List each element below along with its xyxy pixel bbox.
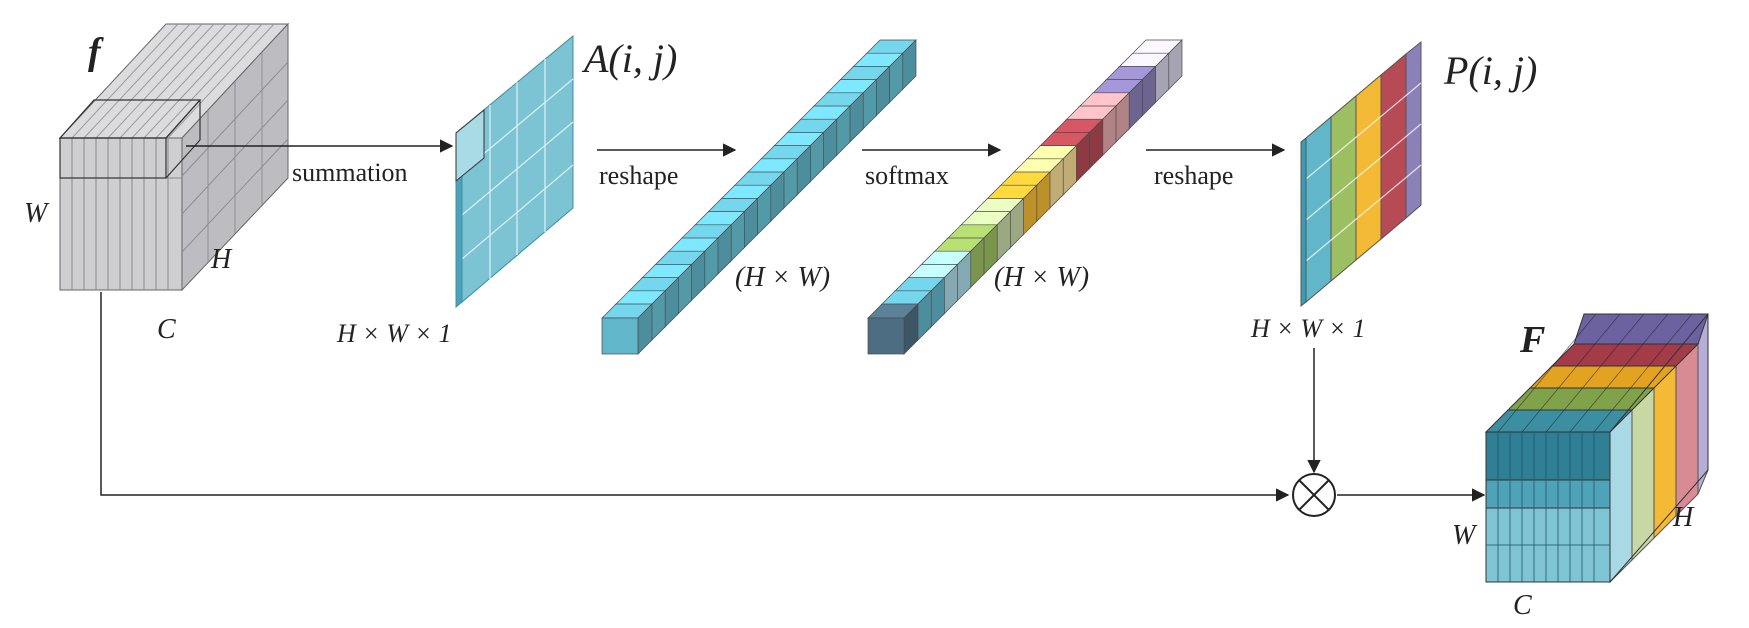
reshaped-strip [601,39,917,355]
multiply-operator-icon [1292,473,1336,517]
output-tensor-f [1484,313,1709,584]
label-h-output: H [1672,502,1695,533]
label-c-input: C [157,314,176,345]
input-tensor-f [58,22,290,292]
label-p: P(i, j) [1443,48,1537,93]
attention-map-a [455,34,574,309]
label-hw-1: (H × W) [735,262,830,293]
teal-strip-cell [601,303,653,355]
label-summation: summation [292,158,408,187]
label-softmax: softmax [865,161,949,190]
label-F: F [1519,319,1545,361]
label-h-input: H [210,244,233,275]
softmax-strip-cell [867,303,919,355]
label-w-input: W [24,198,50,229]
label-hw1-left: H × W × 1 [336,319,452,348]
softmax-strip [867,39,1183,355]
label-hw1-right: H × W × 1 [1250,314,1366,343]
label-hw-2: (H × W) [994,262,1089,293]
label-a: A(i, j) [581,36,677,81]
label-c-output: C [1513,590,1532,621]
label-f: f [88,31,104,73]
label-reshape-2: reshape [1154,161,1233,190]
skip-connection [100,292,1290,502]
probability-map-p [1300,40,1422,308]
label-reshape-1: reshape [599,161,678,190]
label-w-output: W [1452,520,1478,551]
